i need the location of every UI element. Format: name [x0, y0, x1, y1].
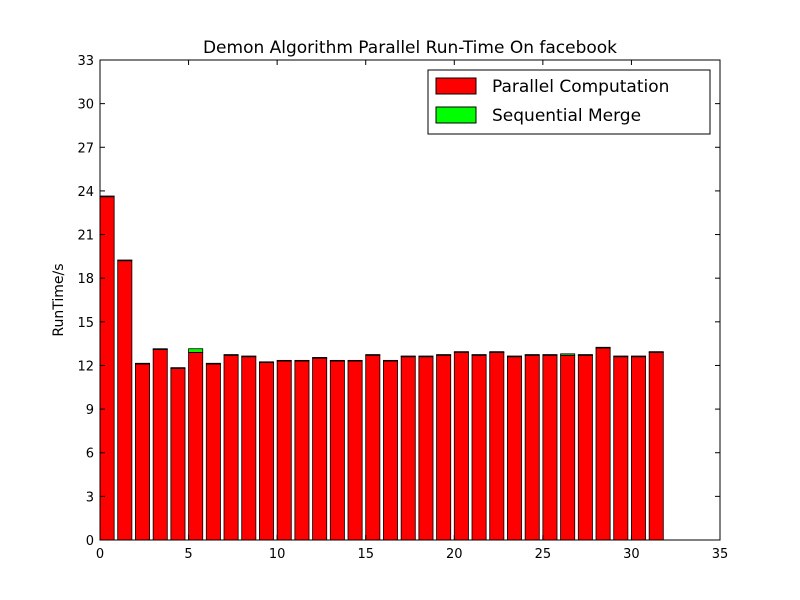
bar-parallel-24	[524, 354, 540, 541]
bar-parallel-18	[418, 356, 434, 541]
bar-parallel-7	[223, 354, 239, 541]
bar-parallel-6	[205, 363, 221, 541]
bar-parallel-19	[436, 354, 452, 541]
legend-label-sequential: Sequential Merge	[492, 106, 641, 126]
bar-sequential-30	[631, 355, 646, 358]
bar-sequential-23	[507, 355, 522, 358]
y-tick-label-9: 27	[77, 141, 94, 156]
bar-parallel-21	[471, 354, 487, 541]
bar-sequential-19	[436, 354, 452, 356]
bar-sequential-22	[489, 351, 505, 353]
bar-parallel-27	[577, 354, 593, 541]
bar-parallel-0	[99, 196, 115, 541]
bar-parallel-5	[188, 351, 204, 541]
bar-sequential-20	[453, 351, 469, 353]
bar-parallel-2	[135, 363, 150, 541]
bar-parallel-30	[631, 356, 646, 541]
bar-parallel-23	[507, 356, 522, 541]
y-tick-label-0: 0	[86, 534, 94, 549]
bar-parallel-28	[595, 347, 611, 541]
bars-layer	[99, 195, 664, 541]
legend-label-parallel: Parallel Computation	[492, 77, 669, 97]
bar-parallel-22	[489, 351, 505, 541]
y-tick-label-10: 30	[77, 98, 94, 113]
y-tick-label-8: 24	[77, 185, 94, 200]
x-tick-label-7: 35	[712, 547, 729, 562]
x-tick-label-1: 5	[184, 547, 192, 562]
bar-sequential-21	[471, 354, 487, 356]
bar-sequential-16	[383, 359, 398, 362]
bar-parallel-1	[117, 260, 133, 541]
bar-sequential-10	[276, 359, 292, 362]
bar-sequential-9	[259, 361, 274, 363]
y-tick-label-3: 9	[86, 403, 94, 418]
bar-parallel-15	[365, 354, 381, 541]
bar-sequential-18	[418, 355, 434, 358]
bar-parallel-31	[648, 351, 664, 541]
bar-sequential-7	[223, 354, 239, 356]
bar-parallel-13	[329, 360, 345, 541]
x-tick-label-2: 10	[269, 547, 286, 562]
bar-sequential-5	[188, 348, 204, 353]
y-tick-label-2: 6	[86, 447, 94, 462]
x-tick-label-0: 0	[96, 547, 104, 562]
bar-sequential-8	[241, 355, 257, 358]
bar-parallel-12	[312, 357, 328, 541]
legend-swatch-sequential	[435, 106, 477, 124]
bar-parallel-9	[259, 362, 274, 541]
legend-swatch-parallel	[435, 77, 477, 95]
bar-parallel-4	[170, 367, 186, 541]
bar-sequential-31	[648, 351, 664, 353]
bar-parallel-25	[542, 354, 558, 541]
bar-parallel-29	[613, 356, 629, 541]
bar-parallel-16	[383, 360, 398, 541]
y-tick-label-7: 21	[77, 229, 94, 244]
bar-sequential-26	[560, 353, 576, 356]
bar-parallel-14	[347, 360, 363, 541]
bar-sequential-13	[329, 359, 345, 362]
bar-sequential-2	[135, 362, 150, 365]
legend: Parallel Computation Sequential Merge	[427, 69, 711, 135]
bar-sequential-27	[577, 354, 593, 356]
bar-parallel-11	[294, 360, 310, 541]
bar-sequential-15	[365, 354, 381, 356]
y-tick-label-11: 33	[77, 54, 94, 69]
bar-sequential-29	[613, 355, 629, 358]
bar-sequential-24	[524, 354, 540, 356]
y-tick-label-5: 15	[77, 316, 94, 331]
x-tick-label-3: 15	[357, 547, 374, 562]
plot-frame	[99, 59, 721, 541]
chart-title: Demon Algorithm Parallel Run-Time On fac…	[203, 38, 617, 58]
x-tick-label-6: 30	[623, 547, 640, 562]
bar-sequential-0	[99, 195, 115, 198]
y-tick-label-6: 18	[77, 272, 94, 287]
y-axis-label: RunTime/s	[51, 263, 67, 336]
bar-sequential-28	[595, 346, 611, 349]
x-tick-label-5: 25	[535, 547, 552, 562]
bar-parallel-17	[400, 356, 416, 541]
bar-parallel-26	[560, 354, 576, 541]
bar-parallel-10	[276, 360, 292, 541]
bar-sequential-6	[205, 362, 221, 365]
bar-sequential-11	[294, 359, 310, 362]
y-tick-label-4: 12	[77, 359, 94, 374]
ticks-layer: 0 5 10 15 20 25 30 35 0 3 6 9 12 15 18 21 24 27 30 33	[77, 54, 728, 562]
x-tick-label-4: 20	[446, 547, 463, 562]
bar-parallel-3	[152, 349, 168, 541]
bar-sequential-1	[117, 259, 133, 262]
bar-sequential-17	[400, 355, 416, 358]
bar-parallel-20	[453, 351, 469, 541]
bar-sequential-12	[312, 357, 328, 359]
bar-sequential-25	[542, 354, 558, 356]
bar-parallel-8	[241, 356, 257, 541]
y-tick-label-1: 3	[86, 490, 94, 505]
bar-sequential-4	[170, 367, 186, 369]
bar-sequential-3	[152, 348, 168, 350]
bar-sequential-14	[347, 359, 363, 362]
